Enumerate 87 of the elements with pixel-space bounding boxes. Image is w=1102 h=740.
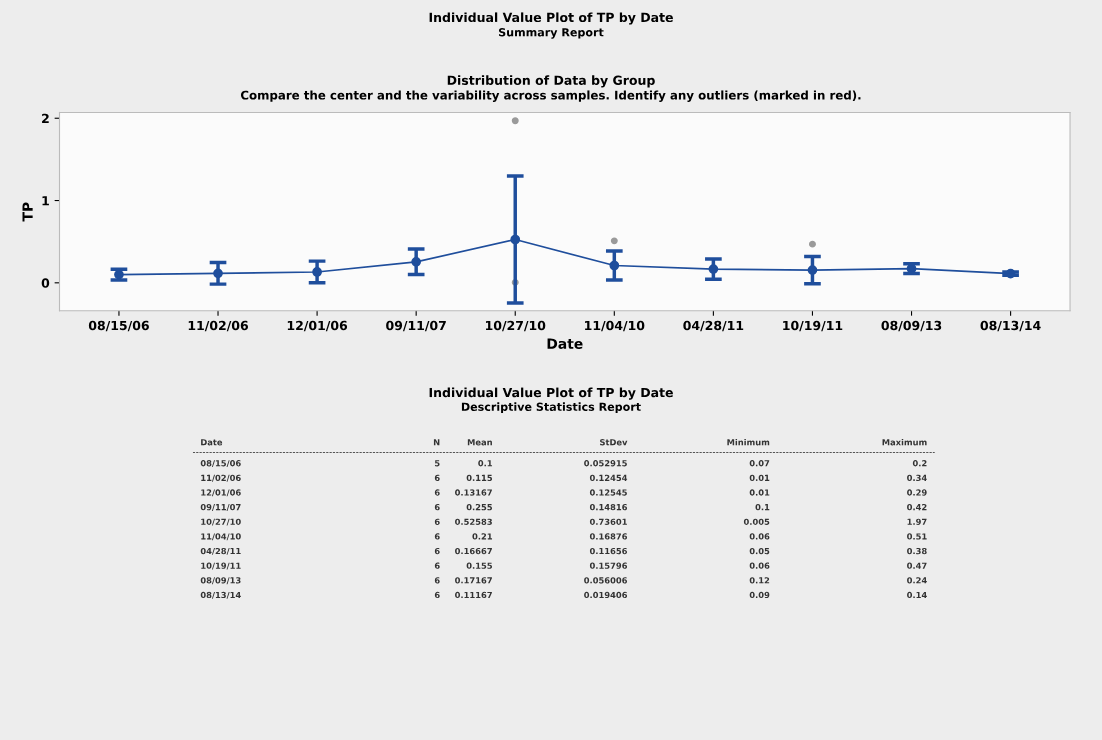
- y-tick-label: 2: [42, 113, 49, 123]
- text: 6: [434, 518, 440, 525]
- text: 0.06: [749, 562, 770, 569]
- text: 0.12545: [589, 489, 627, 496]
- text: 0.16876: [589, 533, 628, 540]
- text: 0.01: [749, 489, 770, 496]
- text: StDev: [600, 439, 628, 446]
- text: 12/01/06: [201, 489, 241, 497]
- text: 0.13167: [455, 489, 492, 496]
- x-axis-title: Date: [547, 338, 583, 349]
- x-tick-label: 11/02/06: [188, 320, 249, 332]
- text: 0.05: [749, 547, 770, 555]
- text: 11/02/06: [201, 474, 241, 482]
- text: 0.052915: [584, 460, 627, 467]
- text: 0.06: [749, 533, 770, 540]
- text: Summary Report: [498, 28, 604, 39]
- text: Individual Value Plot of TP by Date: [429, 387, 673, 400]
- text: 08/15/06: [200, 460, 241, 468]
- text: 6: [434, 591, 440, 599]
- text: 0.056006: [584, 577, 628, 584]
- text: 5: [434, 460, 440, 467]
- text: 0.47: [907, 562, 927, 569]
- text: 6: [434, 504, 440, 511]
- text: 0.16667: [455, 547, 492, 555]
- text: 08/09/13: [200, 577, 241, 585]
- text: 6: [434, 562, 440, 569]
- text: 0.12: [749, 577, 770, 584]
- x-tick-label: 08/13/14: [980, 320, 1041, 332]
- text: 0.51: [907, 533, 927, 540]
- chart-title: Distribution of Data by Group: [447, 75, 655, 88]
- text: 10/27/10: [201, 518, 241, 526]
- x-tick-label: 10/27/10: [485, 320, 546, 332]
- text: 0.73601: [589, 518, 627, 525]
- text: Minimum: [727, 438, 770, 446]
- text: 0.155: [466, 562, 493, 569]
- text: 09/11/07: [200, 503, 241, 511]
- text: Individual Value Plot of TP by Date: [429, 12, 673, 25]
- text: 0.1: [478, 460, 493, 467]
- y-tick-label: 0: [41, 278, 50, 288]
- text: 0.15796: [589, 562, 628, 569]
- text: 0.24: [907, 577, 927, 584]
- text: 0.07: [749, 460, 770, 467]
- x-tick-label: 08/15/06: [88, 320, 149, 332]
- text: 0.29: [907, 489, 927, 496]
- text: 0.11656: [589, 547, 628, 555]
- text: 0.09: [749, 591, 770, 599]
- x-tick-label: 12/01/06: [287, 320, 348, 332]
- text: 6: [434, 533, 440, 540]
- text: 0.42: [907, 503, 927, 511]
- text: 0.17167: [455, 577, 492, 584]
- x-tick-label: 09/11/07: [386, 320, 446, 332]
- text: N: [433, 439, 440, 446]
- text: 0.34: [907, 474, 927, 482]
- x-tick-label: 04/28/11: [683, 320, 744, 332]
- text: 0.38: [907, 547, 927, 555]
- x-tick-label: 11/04/10: [585, 320, 645, 332]
- text: Descriptive Statistics Report: [461, 402, 641, 414]
- text: 0.21: [472, 533, 493, 540]
- text: 11/04/10: [201, 533, 241, 541]
- text: 0.115: [466, 474, 493, 482]
- y-axis-title: TP: [22, 202, 33, 222]
- chart-subtitle: Compare the center and the variability across samples. Identify any outliers (marked in red).: [240, 90, 861, 102]
- text: Mean: [467, 439, 492, 446]
- text: 0.11167: [455, 591, 492, 599]
- text: 0.1: [755, 503, 770, 511]
- text: 08/13/14: [200, 591, 241, 599]
- text: 6: [434, 489, 440, 496]
- text: 0.2: [912, 460, 927, 467]
- text: 0.01: [749, 474, 770, 482]
- text: 0.255: [466, 503, 493, 511]
- text: 04/28/11: [200, 547, 241, 555]
- text: 0.005: [743, 518, 770, 525]
- text: 0.14: [907, 591, 927, 599]
- text: 0.14816: [589, 503, 628, 511]
- text: 6: [434, 547, 440, 555]
- text: 0.52583: [455, 518, 492, 525]
- x-tick-label: 10/19/11: [783, 320, 843, 332]
- y-tick-label: 1: [42, 196, 49, 206]
- text: 10/19/11: [201, 562, 241, 570]
- text: 6: [434, 577, 440, 584]
- text: 6: [434, 474, 440, 482]
- text: Date: [201, 439, 223, 446]
- text: 0.019406: [584, 591, 628, 599]
- text: 0.12454: [589, 474, 628, 482]
- text: Maximum: [882, 438, 927, 446]
- x-tick-label: 08/09/13: [881, 320, 942, 332]
- text: 1.97: [907, 518, 927, 525]
